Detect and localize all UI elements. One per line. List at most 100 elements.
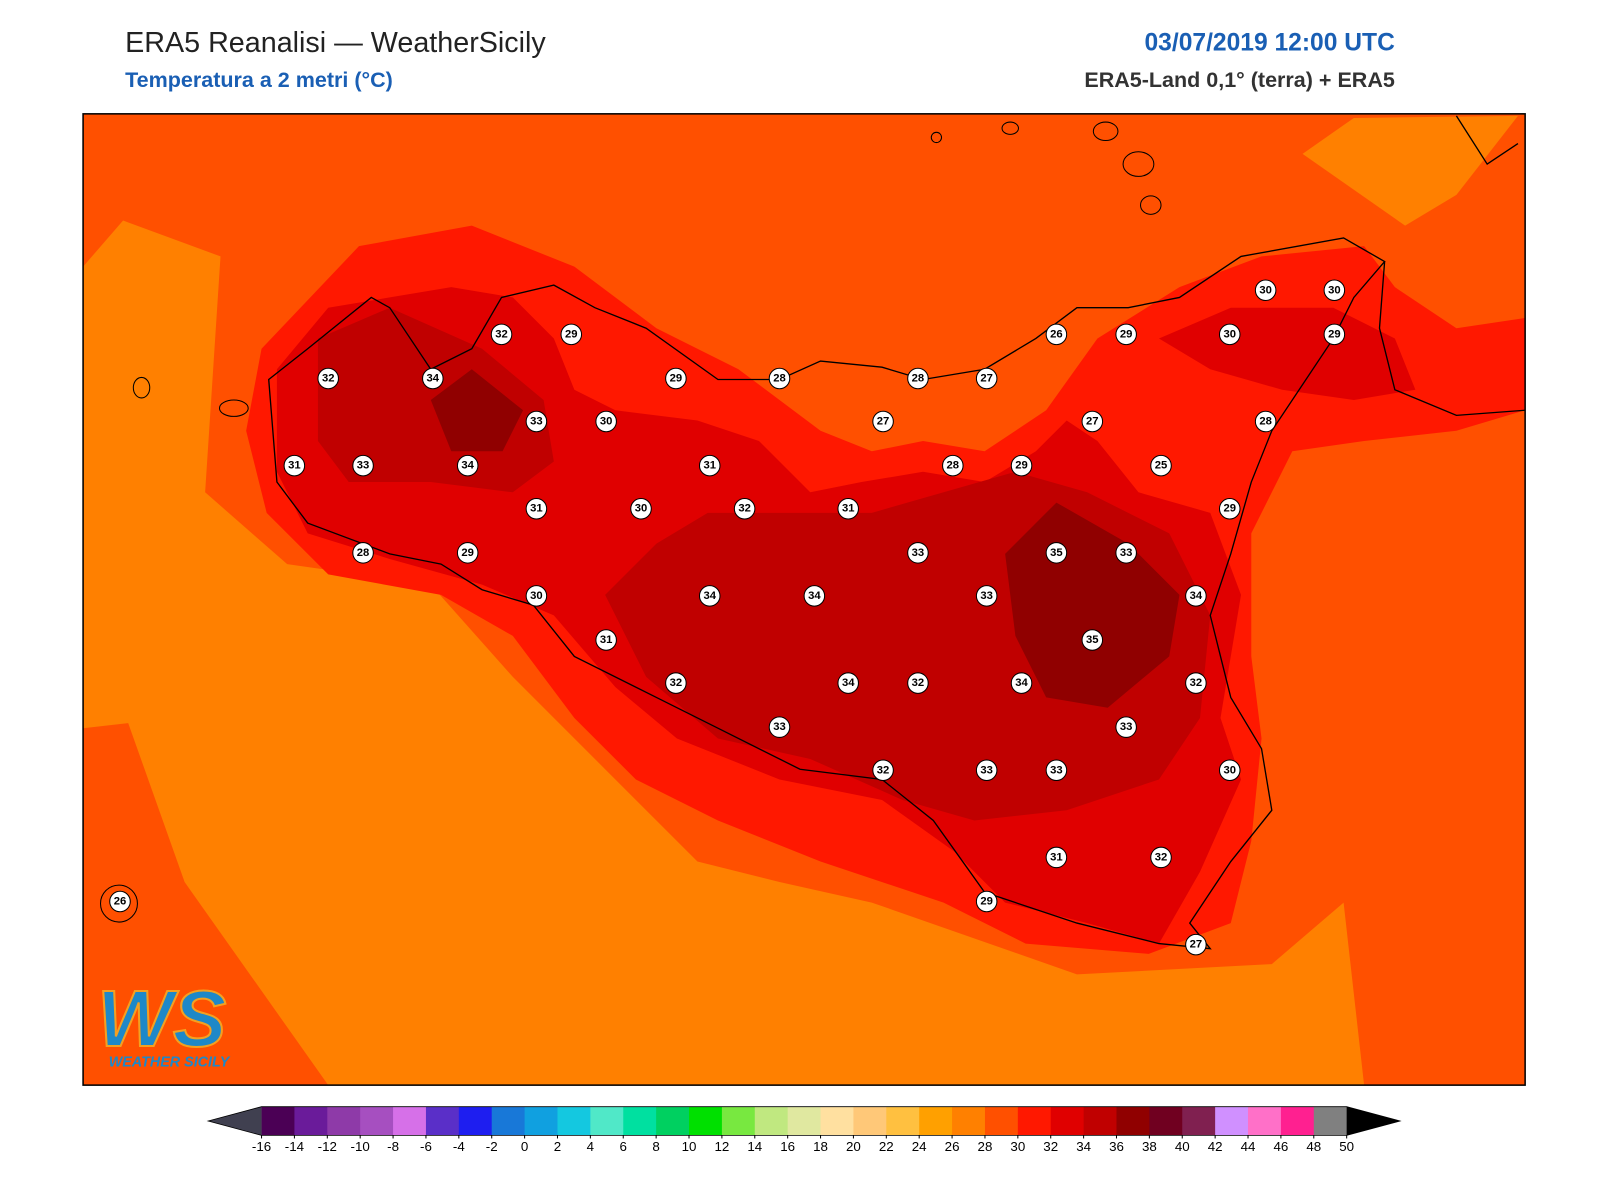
colorbar-tick-label: 16: [780, 1139, 795, 1154]
colorbar-tick-label: 8: [652, 1139, 659, 1154]
colorbar-box: [1248, 1106, 1282, 1136]
colorbar-box: [1149, 1106, 1183, 1136]
station-marker: [317, 367, 339, 390]
colorbar-tick-label: 22: [879, 1139, 894, 1154]
datetime: 03/07/2019 12:00 UTC: [1144, 30, 1395, 57]
island: [100, 884, 138, 923]
station-value: 28: [912, 372, 925, 384]
station-marker: [803, 585, 826, 607]
station-value: 29: [565, 328, 578, 340]
station-marker: [733, 497, 756, 520]
colorbar-box: [952, 1106, 986, 1136]
station-marker: [872, 759, 894, 782]
colorbar-box: [1215, 1106, 1249, 1136]
colorbar-tick-label: 36: [1109, 1139, 1124, 1154]
station-marker: [1218, 497, 1241, 520]
station-marker: [1185, 585, 1207, 607]
station-value: 31: [703, 460, 716, 472]
station-value: 32: [1155, 851, 1168, 863]
station-marker: [975, 890, 998, 913]
station-value: 28: [357, 547, 370, 559]
colorbar-box: [853, 1106, 887, 1136]
station-marker: [942, 454, 964, 477]
station-marker: [1218, 759, 1241, 782]
station-value: 33: [1120, 547, 1133, 559]
station-value: 33: [773, 721, 786, 733]
colorbar-box: [458, 1106, 493, 1136]
station-marker: [907, 542, 929, 564]
station-marker: [872, 410, 894, 433]
colorbar-tick-label: -6: [420, 1139, 432, 1154]
station-value: 31: [530, 503, 543, 515]
colorbar-under: [208, 1106, 262, 1136]
station-value: 28: [1259, 416, 1272, 428]
colorbar-box: [820, 1106, 854, 1136]
station-value: 30: [635, 503, 648, 515]
station-value: 34: [842, 677, 855, 689]
colorbar-box: [919, 1106, 953, 1136]
colorbar-tick-label: 6: [620, 1139, 627, 1154]
station-marker: [1115, 542, 1137, 564]
colorbar-tick-label: 32: [1043, 1139, 1058, 1154]
colorbar-box: [1313, 1106, 1348, 1136]
station-value: 31: [1050, 851, 1063, 863]
colorbar-tick-label: 10: [682, 1139, 697, 1154]
station-marker: [456, 542, 479, 564]
station-marker: [768, 367, 791, 390]
station-value: 27: [980, 372, 993, 384]
station-value: 34: [1190, 590, 1203, 602]
colorbar-tick-label: 38: [1142, 1139, 1157, 1154]
island: [218, 399, 249, 417]
station-value: 30: [1328, 284, 1341, 296]
logo-mark: WS: [97, 974, 226, 1063]
station-marker: [1010, 672, 1033, 694]
station-value: 34: [1015, 677, 1028, 689]
colorbar-box: [721, 1106, 756, 1136]
station-value: 32: [670, 677, 683, 689]
station-marker: [975, 367, 998, 390]
station-value: 33: [980, 590, 993, 602]
coastline: [1455, 115, 1519, 166]
station-value: 32: [322, 372, 335, 384]
station-marker: [698, 585, 721, 607]
colorbar-box: [1050, 1106, 1085, 1136]
station-marker: [1185, 933, 1207, 956]
station-value: 27: [1190, 939, 1203, 951]
station-value: 28: [947, 460, 960, 472]
station-marker: [1323, 279, 1346, 302]
island: [930, 131, 943, 144]
colorbar-box: [656, 1106, 690, 1136]
station-marker: [1254, 410, 1277, 433]
colorbar-over: [1346, 1106, 1400, 1136]
colorbar-box: [1017, 1106, 1052, 1136]
station-value: 34: [427, 372, 440, 384]
station-value: 29: [1223, 503, 1236, 515]
station-value: 25: [1155, 460, 1168, 472]
station-marker: [1185, 672, 1207, 694]
station-value: 33: [1120, 721, 1133, 733]
station-value: 32: [738, 503, 751, 515]
colorbar-box: [984, 1106, 1019, 1136]
station-marker: [1218, 323, 1241, 346]
station-value: 32: [495, 328, 508, 340]
station-value: 30: [530, 590, 543, 602]
colorbar-box: [754, 1106, 789, 1136]
colorbar-box: [1116, 1106, 1150, 1136]
island: [1122, 151, 1155, 177]
station-value: 29: [980, 896, 993, 908]
colorbar-tick-label: -14: [285, 1139, 305, 1154]
station-marker: [283, 454, 306, 477]
map-field: [1302, 115, 1518, 226]
station-value: 29: [670, 372, 683, 384]
subtitle: Temperatura a 2 metri (°C): [125, 68, 393, 92]
colorbar-tick-label: 26: [945, 1139, 960, 1154]
map-field: [430, 369, 524, 452]
colorbar-tick-label: 24: [912, 1139, 927, 1154]
station-value: 33: [912, 547, 925, 559]
island: [1001, 121, 1019, 135]
station-value: 33: [1050, 764, 1063, 776]
coastline: [268, 237, 1386, 950]
station-value: 32: [1190, 677, 1203, 689]
station-marker: [975, 585, 998, 607]
